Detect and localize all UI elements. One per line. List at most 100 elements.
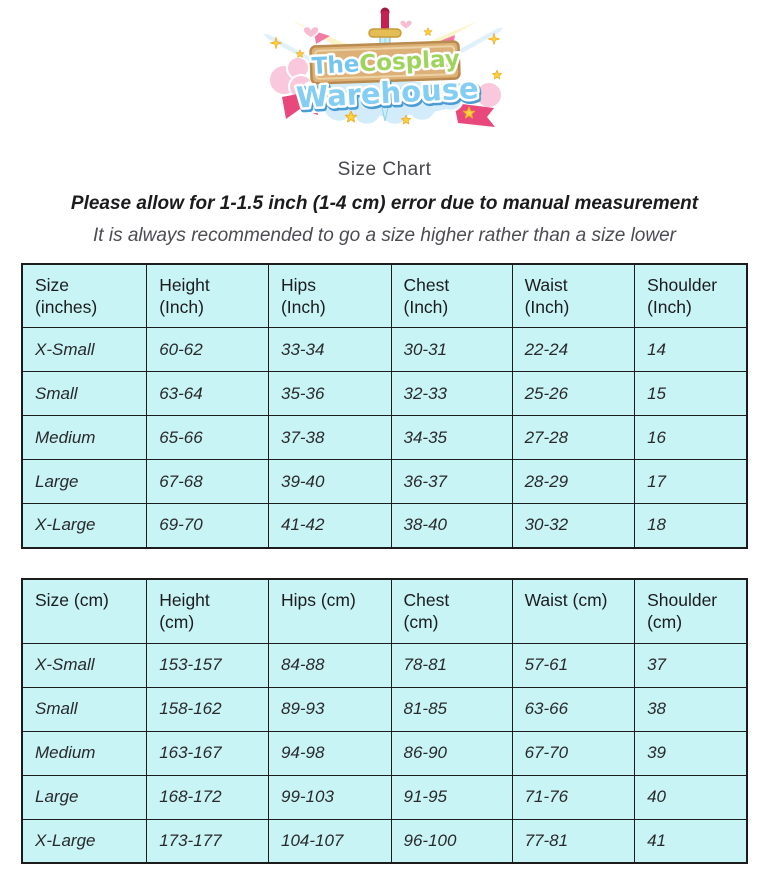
sword-tip	[380, 104, 389, 122]
size-row: Large 67-68 39-40 36-37 28-29 17	[21, 459, 748, 505]
column-header-unit: (cm)	[403, 612, 439, 633]
measurement-cell: 22-24	[511, 327, 636, 373]
size-row: Small 158-162 89-93 81-85 63-66 38	[21, 686, 748, 732]
measurement-cell: 69-70	[146, 503, 269, 549]
measurement-cell: 67-68	[146, 459, 269, 505]
size-row: X-Large 69-70 41-42 38-40 30-32 18	[21, 503, 748, 549]
measurement-cell: 27-28	[511, 415, 636, 461]
column-header-label: Hips	[280, 274, 316, 295]
measurement-cell: 41-42	[267, 503, 392, 549]
measurement-cell: 91-95	[390, 774, 513, 820]
measurement-cell: 39-40	[267, 459, 392, 505]
size-row: Medium 163-167 94-98 86-90 67-70 39	[21, 730, 748, 776]
measurement-cell: 153-157	[146, 642, 269, 688]
measurement-cell: 17	[634, 459, 748, 505]
measurement-cell: 63-66	[511, 686, 636, 732]
measurement-cell: 28-29	[511, 459, 636, 505]
column-header-label: Size (cm)	[35, 589, 109, 610]
column-header: Hips (cm)	[267, 578, 392, 644]
column-header-unit: (cm)	[159, 612, 195, 633]
measurement-cell: 78-81	[390, 642, 513, 688]
measurement-cell: 41	[634, 818, 748, 864]
svg-text:TheCosplay: TheCosplay	[311, 46, 460, 80]
measurement-cell: 84-88	[267, 642, 392, 688]
column-header: Height (cm)	[146, 578, 269, 644]
size-label-cell: Large	[21, 459, 148, 505]
column-header: Shoulder (Inch)	[634, 263, 748, 329]
size-table-cm: Size (cm) Height (cm) Hips (cm) Chest (cm) Wai…	[21, 577, 748, 865]
measurement-cell: 34-35	[390, 415, 513, 461]
size-label-cell: Medium	[21, 730, 148, 776]
size-label-cell: X-Large	[21, 503, 148, 549]
column-header: Waist (cm)	[511, 578, 636, 644]
column-header-label: Waist (cm)	[524, 589, 608, 610]
measurement-cell: 40	[634, 774, 748, 820]
measurement-cell: 37	[634, 642, 748, 688]
column-header: Waist (Inch)	[511, 263, 636, 329]
heart-icons	[301, 19, 413, 39]
size-row: X-Large 173-177 104-107 96-100 77-81 41	[21, 818, 748, 864]
size-label-cell: Large	[21, 774, 148, 820]
measurement-cell: 15	[634, 371, 748, 417]
column-header: Height (Inch)	[146, 263, 269, 329]
measurement-cell: 81-85	[390, 686, 513, 732]
measurement-cell: 14	[634, 327, 748, 373]
size-label-cell: Medium	[21, 415, 148, 461]
measurement-cell: 94-98	[267, 730, 392, 776]
cosplay-warehouse-logo: TheCosplay Warehouse Warehouse	[258, 7, 508, 127]
column-header-unit: (Inch)	[280, 296, 326, 317]
column-header-label: Height	[159, 274, 210, 295]
column-header: Hips (Inch)	[267, 263, 392, 329]
measurement-cell: 71-76	[511, 774, 636, 820]
column-header: Shoulder (cm)	[634, 578, 748, 644]
measurement-cell: 77-81	[511, 818, 636, 864]
measurement-cell: 38-40	[390, 503, 513, 549]
column-header-label: Shoulder	[647, 274, 718, 295]
column-header-label: Shoulder	[647, 589, 718, 610]
size-row: X-Small 153-157 84-88 78-81 57-61 37	[21, 642, 748, 688]
header-row: Size (inches) Height (Inch) Hips (Inch) Chest(…	[21, 263, 748, 329]
star-icons	[269, 27, 502, 125]
measurement-cell: 37-38	[267, 415, 392, 461]
header-row: Size (cm) Height (cm) Hips (cm) Chest (cm) Wai…	[21, 578, 748, 644]
size-row: Medium 65-66 37-38 34-35 27-28 16	[21, 415, 748, 461]
measurement-cell: 173-177	[146, 818, 269, 864]
size-label-cell: X-Small	[21, 642, 148, 688]
measurement-cell: 35-36	[267, 371, 392, 417]
size-row: X-Small 60-62 33-34 30-31 22-24 14	[21, 327, 748, 373]
size-table-inches: Size (inches) Height (Inch) Hips (Inch) Chest(…	[21, 262, 748, 549]
column-header-label: Chest	[403, 589, 450, 610]
measurement-cell: 39	[634, 730, 748, 776]
size-label-cell: X-Large	[21, 818, 148, 864]
measurement-cell: 60-62	[146, 327, 269, 373]
column-header-label: Height	[159, 589, 210, 610]
measurement-cell: 30-32	[511, 503, 636, 549]
size-row: Small 63-64 35-36 32-33 25-26 15	[21, 371, 748, 417]
column-header-label: Size	[35, 274, 70, 295]
logo-wordmark: TheCosplay Warehouse Warehouse	[292, 44, 483, 120]
measurement-cell: 30-31	[390, 327, 513, 373]
column-header: Size (inches)	[21, 263, 148, 329]
measurement-cell: 33-34	[267, 327, 392, 373]
column-header-label: Chest	[403, 274, 450, 295]
column-header: Size (cm)	[21, 578, 148, 644]
measurement-cell: 18	[634, 503, 748, 549]
column-header-unit: (Inch)	[524, 296, 570, 317]
logo-word-the: The	[311, 51, 360, 79]
column-header-unit: (inches)	[35, 296, 98, 317]
logo-container: TheCosplay Warehouse Warehouse	[0, 0, 769, 128]
column-header-unit: (Inch)	[159, 296, 204, 317]
measurement-cell: 89-93	[267, 686, 392, 732]
measurement-cell: 25-26	[511, 371, 636, 417]
size-label-cell: Small	[21, 371, 148, 417]
size-row: Large 168-172 99-103 91-95 71-76 40	[21, 774, 748, 820]
measurement-cell: 65-66	[146, 415, 269, 461]
measurement-cell: 32-33	[390, 371, 513, 417]
column-header-unit: (Inch)	[403, 296, 449, 317]
column-header-unit: (Inch)	[647, 296, 692, 317]
column-header: Chest (Inch)	[390, 263, 513, 329]
measurement-cell: 38	[634, 686, 748, 732]
measurement-cell: 168-172	[146, 774, 269, 820]
column-header-label: Waist	[524, 274, 568, 295]
